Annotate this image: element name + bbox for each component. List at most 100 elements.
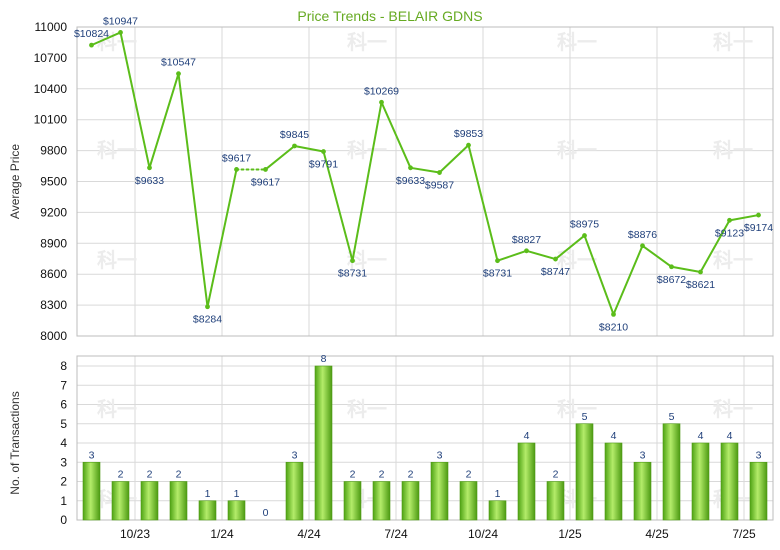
price-point xyxy=(321,149,326,154)
price-data-label: $10547 xyxy=(161,57,196,69)
price-data-label: $8731 xyxy=(483,268,512,280)
price-point xyxy=(205,304,210,310)
transaction-count-label: 4 xyxy=(727,430,733,442)
x-tick-label: 10/24 xyxy=(468,527,498,541)
line-y-tick-label: 10700 xyxy=(34,51,68,65)
line-y-tick-label: 9200 xyxy=(40,205,67,219)
transaction-count-label: 5 xyxy=(669,411,675,423)
line-y-tick-label: 10100 xyxy=(34,113,68,127)
x-tick-label: 7/25 xyxy=(732,527,756,541)
price-data-label: $8284 xyxy=(193,314,222,326)
price-data-label: $9123 xyxy=(715,227,744,239)
watermark: 科一 xyxy=(713,397,753,421)
watermark: 科一 xyxy=(557,138,597,162)
price-data-label: $9174 xyxy=(744,222,773,234)
line-y-tick-label: 9800 xyxy=(40,144,67,158)
price-point xyxy=(292,143,297,149)
line-y-tick-label: 8300 xyxy=(40,298,67,312)
price-line-segment xyxy=(380,101,412,169)
price-line-segment xyxy=(351,101,383,262)
transaction-count-label: 8 xyxy=(321,353,327,365)
price-data-label: $9853 xyxy=(454,128,483,140)
watermark: 科一 xyxy=(713,138,753,162)
price-line-segment xyxy=(90,31,122,47)
line-y-tick-label: 8000 xyxy=(40,329,67,343)
price-line-panel: 8000 8300 8600 8900 9200 9500 9800 10100 10400 10… xyxy=(8,15,774,343)
price-line-segment xyxy=(409,166,441,174)
price-point xyxy=(466,142,471,148)
line-y-tick-label: 9500 xyxy=(40,175,67,189)
transaction-bar xyxy=(227,500,246,521)
transaction-bar xyxy=(82,461,101,521)
bar-y-tick-label: 8 xyxy=(60,359,67,373)
price-line-segment xyxy=(293,144,325,153)
transaction-bar xyxy=(140,481,159,521)
watermark: 科一 xyxy=(347,397,387,421)
bar-y-tick-label: 7 xyxy=(60,378,67,392)
bar-y-tick-label: 0 xyxy=(60,513,67,527)
bar-y-tick-label: 4 xyxy=(60,436,67,450)
watermark: 科一 xyxy=(347,30,387,54)
transaction-bar xyxy=(575,423,594,521)
transaction-count-label: 2 xyxy=(408,469,414,481)
price-data-label: $10947 xyxy=(103,15,138,27)
price-point xyxy=(698,269,703,275)
price-data-label: $8672 xyxy=(657,274,686,286)
transaction-bar xyxy=(604,442,623,521)
x-tick-label: 4/24 xyxy=(297,527,321,541)
price-data-label: $9791 xyxy=(309,159,338,171)
transaction-bar xyxy=(691,442,710,521)
price-point xyxy=(437,170,442,175)
price-line-segment xyxy=(728,214,760,222)
price-data-label: $8876 xyxy=(628,229,657,241)
price-data-label: $9845 xyxy=(280,129,309,141)
transaction-count-label: 4 xyxy=(611,430,617,442)
price-point xyxy=(640,243,645,249)
transaction-count-label: 1 xyxy=(234,488,240,500)
price-point xyxy=(118,30,123,35)
transaction-count-label: 2 xyxy=(118,469,124,481)
price-line-segment xyxy=(438,144,470,174)
transaction-bar xyxy=(662,423,681,521)
price-point xyxy=(756,212,761,218)
watermark: 科一 xyxy=(557,30,597,54)
price-point xyxy=(350,258,355,264)
price-data-label: $10824 xyxy=(74,28,109,40)
transaction-bar xyxy=(314,365,333,521)
price-line-segment xyxy=(119,31,151,169)
transaction-bar xyxy=(198,500,217,521)
price-data-label: $10269 xyxy=(364,85,399,97)
price-point xyxy=(176,71,181,77)
transaction-count-label: 0 xyxy=(263,507,269,519)
price-point xyxy=(234,167,239,172)
watermark: 科一 xyxy=(97,248,137,272)
transaction-bar xyxy=(459,481,478,521)
price-data-label: $9633 xyxy=(396,175,425,187)
transaction-count-label: 3 xyxy=(437,449,443,461)
transaction-bar xyxy=(720,442,739,521)
transaction-count-label: 3 xyxy=(89,449,95,461)
line-y-axis-title: Average Price xyxy=(8,144,22,219)
price-point xyxy=(379,99,384,105)
watermark: 科一 xyxy=(557,397,597,421)
price-point xyxy=(495,258,500,264)
transaction-count-label: 2 xyxy=(147,469,153,481)
line-y-tick-label: 8600 xyxy=(40,267,67,281)
line-y-tick-label: 11000 xyxy=(35,20,68,34)
transactions-bar-panel: 012345678科一科一科一科一科一科一科一科一322211038222321… xyxy=(8,353,774,541)
transaction-count-label: 2 xyxy=(350,469,356,481)
transaction-count-label: 1 xyxy=(495,488,501,500)
price-data-label: $9633 xyxy=(135,175,164,187)
transaction-bar xyxy=(488,500,507,521)
price-line-segment xyxy=(525,249,557,261)
price-point xyxy=(263,167,268,172)
price-line-segment xyxy=(612,244,644,316)
price-line-segment xyxy=(177,72,209,308)
bar-y-tick-label: 2 xyxy=(60,475,67,489)
price-data-label: $9617 xyxy=(222,152,251,164)
transaction-bar xyxy=(372,481,391,521)
price-line-segment xyxy=(583,234,615,316)
watermark: 科一 xyxy=(713,30,753,54)
price-data-label: $8975 xyxy=(570,219,599,231)
transaction-bar xyxy=(749,461,768,521)
